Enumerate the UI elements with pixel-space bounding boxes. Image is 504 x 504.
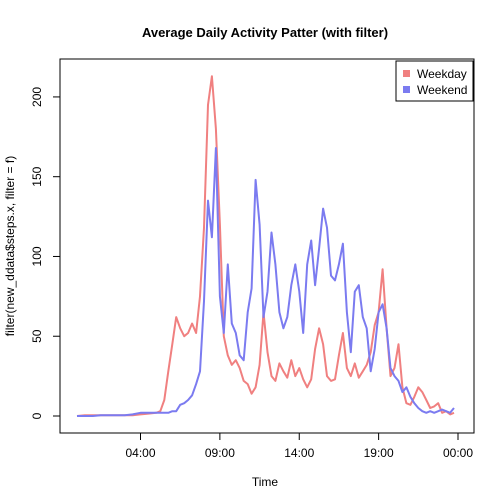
y-tick-label: 150 bbox=[30, 166, 44, 186]
legend-swatch-weekday bbox=[403, 70, 410, 77]
plot-lines bbox=[76, 75, 455, 417]
x-tick-label: 00:00 bbox=[443, 446, 473, 460]
legend-box bbox=[395, 60, 474, 102]
x-tick-label: 09:00 bbox=[205, 446, 235, 460]
legend-label-weekend: Weekend bbox=[417, 83, 467, 97]
legend: Weekday Weekend bbox=[395, 60, 474, 102]
y-tick-label: 100 bbox=[30, 246, 44, 266]
series-line-weekday bbox=[76, 75, 455, 417]
y-axis: 0 50 100 150 200 bbox=[30, 87, 60, 419]
x-tick-label: 19:00 bbox=[364, 446, 394, 460]
chart-title: Average Daily Activity Patter (with filt… bbox=[142, 25, 388, 40]
x-axis-label: Time bbox=[252, 475, 279, 489]
y-axis-label: filter(new_ddata$steps.x, filter = f) bbox=[3, 156, 17, 336]
legend-label-weekday: Weekday bbox=[417, 67, 467, 81]
x-axis: 04:00 09:00 14:00 19:00 00:00 bbox=[125, 433, 473, 460]
legend-swatch-weekend bbox=[403, 86, 410, 93]
y-tick-label: 200 bbox=[30, 87, 44, 107]
x-tick-label: 04:00 bbox=[125, 446, 155, 460]
y-tick-label: 0 bbox=[30, 412, 44, 419]
y-tick-label: 50 bbox=[30, 329, 44, 343]
plot-frame bbox=[59, 58, 475, 434]
x-tick-label: 14:00 bbox=[284, 446, 314, 460]
series-line-weekend bbox=[77, 147, 455, 417]
